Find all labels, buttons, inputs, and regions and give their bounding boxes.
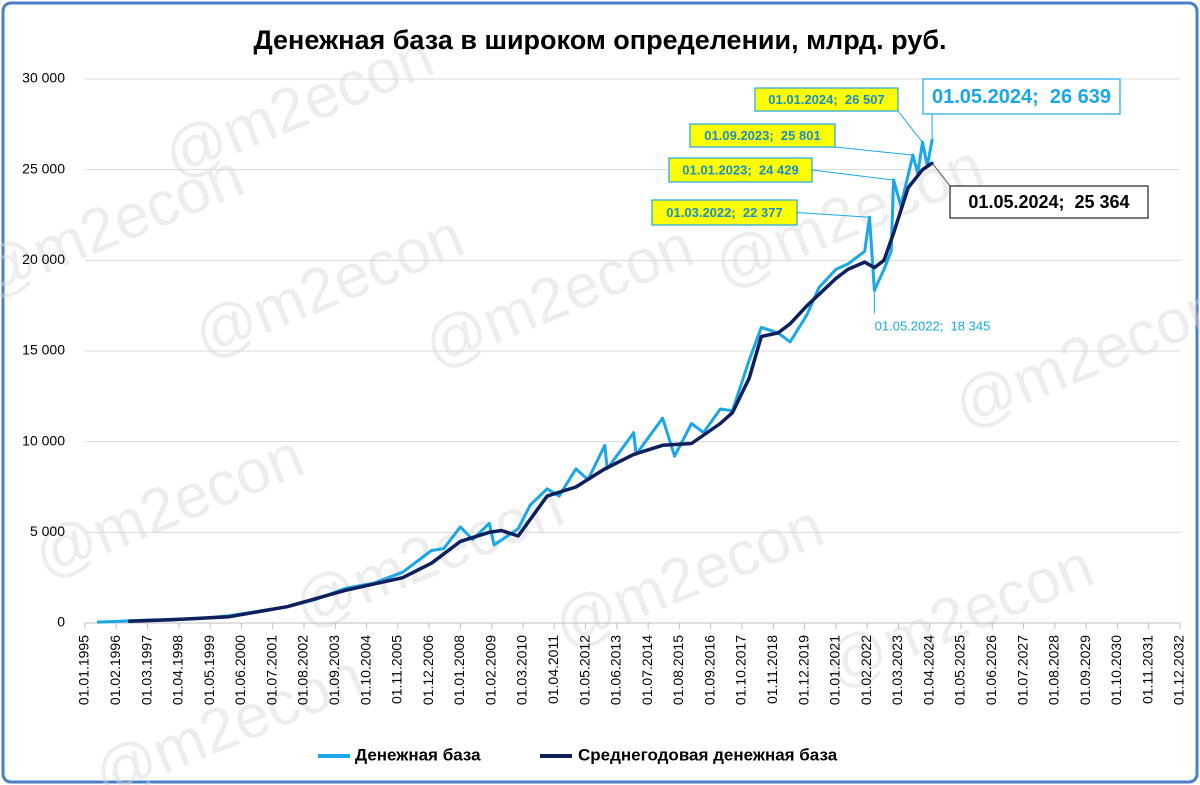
x-tick-label: 01.07.2027 (1014, 635, 1030, 705)
y-tick-label: 15 000 (22, 342, 65, 358)
x-tick-label: 01.05.2012 (576, 635, 592, 705)
annotation-label: 01.05.2024; 25 364 (968, 192, 1129, 212)
legend-label: Денежная база (355, 745, 481, 764)
annotation-label: 01.05.2022; 18 345 (875, 318, 991, 333)
x-tick-label: 01.12.2032 (1171, 635, 1187, 705)
x-tick-label: 01.02.1996 (107, 635, 123, 705)
annotation-box (754, 87, 899, 112)
y-tick-label: 0 (57, 614, 65, 630)
annotation-label: 01.01.2024; 26 507 (768, 92, 884, 107)
y-tick-label: 25 000 (22, 160, 65, 176)
annotation-point (911, 153, 915, 157)
annotation-box (668, 157, 813, 183)
annotation-point (930, 138, 934, 142)
annotation-point (892, 178, 896, 182)
x-tick-label: 01.09.2029 (1077, 635, 1093, 705)
legend-label: Среднегодовая денежная база (578, 745, 838, 764)
chart-title: Денежная база в широком определении, млр… (253, 25, 946, 55)
annotation-box (651, 199, 798, 226)
x-tick-label: 01.06.2013 (608, 635, 624, 705)
y-tick-label: 20 000 (22, 251, 65, 267)
x-tick-label: 01.08.2028 (1046, 635, 1062, 705)
x-tick-label: 01.08.2015 (670, 635, 686, 705)
x-tick-label: 01.11.2005 (389, 635, 405, 704)
x-tick-label: 01.04.2011 (545, 635, 561, 704)
x-tick-label: 01.12.2019 (795, 635, 811, 705)
annotation-point (920, 140, 924, 144)
annotation-label: 01.01.2023; 24 429 (682, 162, 798, 177)
x-tick-label: 01.10.2030 (1108, 635, 1124, 705)
series-line (128, 161, 934, 623)
x-tick-label: 01.04.1998 (170, 635, 186, 705)
annotation-box (949, 185, 1149, 219)
annotation-leader (796, 212, 870, 218)
x-tick-label: 01.01.2021 (827, 635, 843, 705)
annotation-leader (811, 169, 894, 181)
x-tick-label: 01.10.2017 (733, 635, 749, 705)
x-tick-label: 01.07.2001 (263, 635, 279, 705)
annotation-label: 01.03.2022; 22 377 (666, 205, 782, 220)
x-tick-label: 01.12.2006 (420, 635, 436, 705)
annotation-box (859, 313, 1006, 339)
annotation-point (872, 288, 876, 292)
x-tick-label: 01.02.2022 (858, 635, 874, 705)
x-tick-label: 01.03.2023 (889, 635, 905, 705)
x-tick-label: 01.08.2002 (295, 635, 311, 705)
x-tick-label: 01.07.2014 (639, 635, 655, 705)
x-tick-label: 01.11.2018 (764, 635, 780, 704)
x-tick-label: 01.01.2008 (451, 635, 467, 705)
annotation-point (930, 161, 934, 165)
y-tick-label: 30 000 (22, 70, 65, 86)
x-tick-label: 01.04.2024 (920, 635, 936, 705)
x-tick-label: 01.09.2003 (326, 635, 342, 705)
y-tick-label: 5 000 (30, 523, 65, 539)
x-tick-label: 01.05.2025 (952, 635, 968, 705)
annotation-label: 01.09.2023; 25 801 (704, 128, 820, 143)
x-tick-label: 01.06.2026 (983, 635, 999, 705)
x-tick-label: 01.06.2000 (232, 635, 248, 705)
annotation-leader (931, 162, 951, 187)
x-tick-label: 01.11.2031 (1139, 635, 1155, 704)
x-tick-label: 01.01.1995 (76, 635, 92, 705)
annotation-label: 01.05.2024; 26 639 (932, 86, 1111, 108)
x-tick-label: 01.03.2010 (514, 635, 530, 705)
annotation-box (922, 78, 1121, 115)
x-tick-label: 01.10.2004 (357, 635, 373, 705)
x-tick-label: 01.09.2016 (701, 635, 717, 705)
x-tick-label: 01.05.1999 (201, 635, 217, 705)
x-tick-label: 01.03.1997 (138, 635, 154, 705)
annotation-leader (897, 110, 923, 143)
y-tick-label: 10 000 (22, 432, 65, 448)
annotation-box (689, 123, 836, 148)
x-tick-label: 01.02.2009 (482, 635, 498, 705)
annotation-point (868, 215, 872, 219)
annotation-leader (834, 146, 913, 156)
